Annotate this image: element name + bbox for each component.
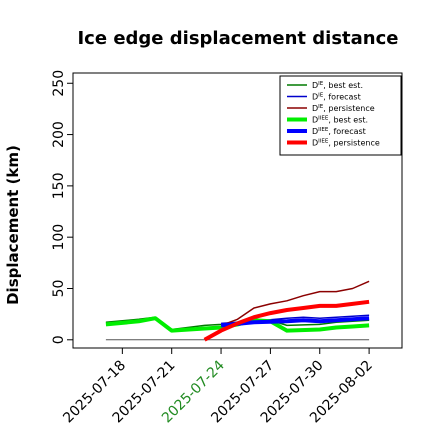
legend-label-1: DIE, best est. <box>312 81 363 90</box>
legend-label-2: DIE, forecast <box>312 93 361 102</box>
y-tick-label: 250 <box>51 70 67 97</box>
y-tick-label: 50 <box>51 280 67 298</box>
y-tick-label: 0 <box>51 335 67 344</box>
y-tick-label: 100 <box>51 224 67 251</box>
series-line-6 <box>203 299 370 342</box>
legend-label-3: DIE, persistence <box>312 104 375 113</box>
y-axis-label: Displacement (km) <box>4 145 22 305</box>
y-tick-label: 200 <box>51 121 67 148</box>
y-tick-label: 150 <box>51 173 67 200</box>
series-line-3 <box>220 280 370 327</box>
plot-frame <box>72 72 403 349</box>
legend-label-5: DIIEE, forecast <box>312 127 366 136</box>
legend-label-4: DIIEE, best est. <box>312 116 368 125</box>
chart-title: Ice edge displacement distance <box>77 28 398 49</box>
legend-label-6: DIIEE, persistence <box>312 139 380 148</box>
plot-area: 0501001502002502025-07-182025-07-212025-… <box>51 70 403 426</box>
series-line-5 <box>220 316 370 328</box>
